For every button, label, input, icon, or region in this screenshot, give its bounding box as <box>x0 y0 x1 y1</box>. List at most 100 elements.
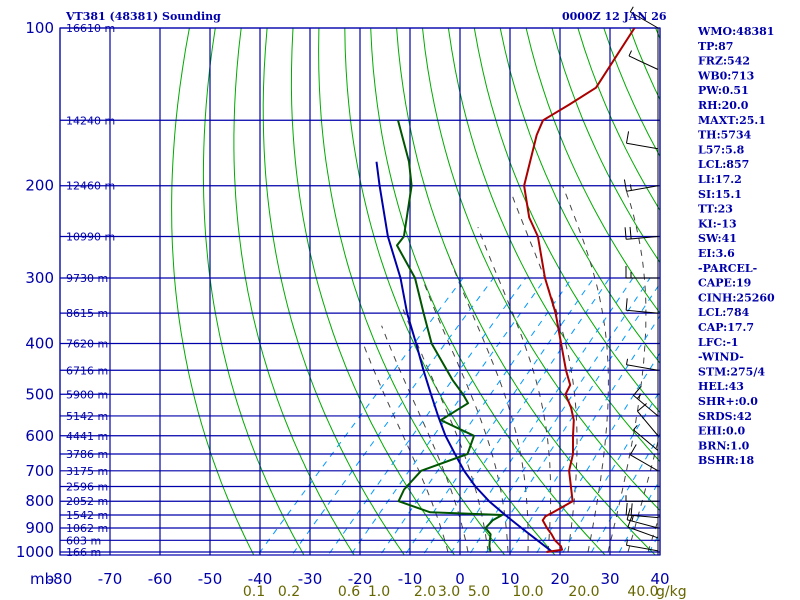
wind-barb <box>637 403 659 437</box>
height-label: 166 m <box>66 546 101 559</box>
x-tick-label: -20 <box>348 570 373 588</box>
dry-adiabat <box>202 28 305 555</box>
moist-adiabat <box>447 253 529 552</box>
height-label: 4441 m <box>66 430 108 443</box>
chart-datetime: 0000Z 12 JAN 26 <box>562 10 667 23</box>
y-tick-label: 100 <box>25 19 54 37</box>
height-label: 3175 m <box>66 465 108 478</box>
moist-adiabat <box>562 185 609 553</box>
height-label: 7620 m <box>66 337 108 350</box>
series-layer <box>375 28 636 553</box>
y-tick-label: 800 <box>25 492 54 510</box>
x-tick-label: 0 <box>455 570 465 588</box>
height-label: 5142 m <box>66 410 108 423</box>
y-tick-label: 900 <box>25 519 54 537</box>
height-label: 5900 m <box>66 388 108 401</box>
stat-item: WMO:48381 <box>697 25 774 38</box>
dry-adiabat <box>290 28 456 555</box>
wind-barb <box>625 495 658 502</box>
stat-item: LFC:-1 <box>698 336 739 349</box>
x-tick-label: 30 <box>600 570 619 588</box>
dry-adiabat <box>499 28 660 364</box>
stat-item: RH:20.0 <box>698 99 749 112</box>
x-tick-label: -50 <box>198 570 223 588</box>
mixing-ratio-line <box>508 314 660 555</box>
height-label: 603 m <box>66 534 101 547</box>
parcel-trace-line <box>375 161 554 553</box>
x-tick-label: -70 <box>98 570 123 588</box>
mixing-ratio-label: 0.1 <box>243 584 265 600</box>
stat-item: TH:5734 <box>698 129 752 142</box>
x-tick-label: 20 <box>550 570 569 588</box>
dry-adiabat <box>551 28 660 264</box>
dry-adiabat <box>370 28 606 555</box>
height-label: 16610 m <box>66 22 115 35</box>
stat-item: LCL:857 <box>698 158 749 171</box>
mixing-ratio-unit: g/kg <box>656 584 687 600</box>
x-tick-label: -30 <box>298 570 323 588</box>
moist-adiabat <box>477 227 552 553</box>
stat-item: L57:5.8 <box>698 143 745 156</box>
dewpoint-line <box>396 120 504 553</box>
stat-item: CINH:25260 <box>698 291 775 304</box>
wind-barb <box>633 424 659 451</box>
stat-item: MAXT:25.1 <box>698 114 766 127</box>
mixing-ratio-line <box>468 277 651 555</box>
wind-barb <box>625 502 659 519</box>
y-tick-label: 500 <box>25 385 54 403</box>
plot-frame <box>59 27 661 556</box>
y-tick-label: 200 <box>25 177 54 195</box>
height-label: 8615 m <box>66 307 108 320</box>
mixing-ratio-line <box>404 277 595 555</box>
stat-item: SRDS:42 <box>698 410 752 423</box>
mixing-ratio-line <box>327 277 527 555</box>
wind-barb <box>625 539 659 552</box>
height-label: 14240 m <box>66 114 115 127</box>
x-tick-label: -60 <box>148 570 173 588</box>
height-label: 9730 m <box>66 272 108 285</box>
dry-adiabat <box>785 28 800 563</box>
stat-item: SW:41 <box>698 232 737 245</box>
x-tick-label: -40 <box>248 570 273 588</box>
y-tick-label: 1000 <box>16 543 54 561</box>
stat-item: CAPE:19 <box>698 277 751 290</box>
mixing-ratio-label: 0.6 <box>338 584 360 600</box>
mixing-ratio-label: 1.0 <box>368 584 390 600</box>
x-tick-label: -10 <box>398 570 423 588</box>
stat-item: LCL:784 <box>698 306 750 319</box>
wind-barb <box>629 6 659 29</box>
stat-item: KI:-13 <box>698 217 737 230</box>
mixing-ratio-line <box>534 352 660 555</box>
height-label: 3786 m <box>66 448 108 461</box>
wind-barb <box>625 131 659 150</box>
dry-adiabat <box>447 28 660 463</box>
stat-item: STM:275/4 <box>698 365 765 378</box>
wind-barb <box>625 358 659 371</box>
mixing-ratio-label: 0.2 <box>278 584 300 600</box>
height-label: 2596 m <box>66 481 108 494</box>
dry-adiabat <box>344 28 556 555</box>
wind-barb <box>633 385 659 417</box>
mixing-ratio-label: 5.0 <box>468 584 490 600</box>
stat-item: CAP:17.7 <box>698 321 754 334</box>
wind-barb <box>624 226 659 240</box>
stat-item: TT:23 <box>698 203 733 216</box>
dry-adiabat <box>422 28 660 512</box>
mixing-ratio-label: 20.0 <box>568 584 599 600</box>
y-unit-label: mb <box>30 570 54 588</box>
mixing-ratio-label: 3.0 <box>438 584 460 600</box>
stat-item: BRN:1.0 <box>698 439 750 452</box>
stat-item: BSHR:18 <box>698 454 754 467</box>
wind-barb <box>629 444 659 472</box>
x-tick-label: 10 <box>500 570 519 588</box>
x-tick-label: -80 <box>48 570 73 588</box>
mixing-ratio-label: 2.0 <box>414 584 436 600</box>
mixing-ratio-line <box>257 277 464 555</box>
dry-adiabat <box>525 28 660 315</box>
mixing-ratio-line <box>422 277 611 555</box>
stat-item: SHR+:0.0 <box>698 395 758 408</box>
y-tick-label: 400 <box>25 334 54 352</box>
chart-title: VT381 (48381) Sounding <box>65 10 221 23</box>
